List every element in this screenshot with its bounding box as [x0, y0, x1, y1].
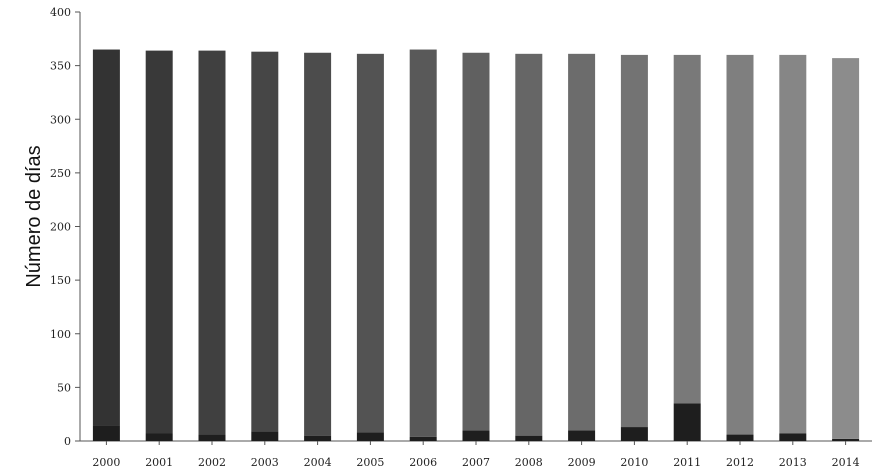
bar-bottom-segment	[726, 434, 754, 441]
x-tick-label: 2004	[304, 456, 332, 469]
bar-bottom-segment	[356, 432, 384, 441]
x-tick-label: 2005	[356, 456, 384, 469]
y-tick-label: 350	[50, 60, 71, 73]
x-tick-label: 2013	[779, 456, 807, 469]
bar-top-segment	[92, 49, 120, 426]
y-tick-label: 250	[50, 167, 71, 180]
x-tick-label: 2007	[462, 456, 490, 469]
x-tick-label: 2014	[832, 456, 860, 469]
bar-bottom-segment	[92, 425, 120, 441]
bar-bottom-segment	[462, 430, 490, 441]
bar-top-segment	[145, 50, 173, 434]
bar-bottom-segment	[304, 435, 332, 441]
y-axis-title: Número de días	[23, 145, 45, 287]
bar-top-segment	[515, 53, 543, 436]
bar-bottom-segment	[409, 436, 437, 441]
y-tick-label: 50	[57, 381, 71, 394]
bar-top-segment	[251, 51, 279, 432]
bar-bottom-segment	[515, 435, 543, 441]
bar-top-segment	[779, 54, 807, 434]
bar-bottom-segment	[568, 430, 596, 441]
x-tick-label: 2009	[568, 456, 596, 469]
bars	[92, 49, 860, 441]
x-tick-label: 2003	[251, 456, 279, 469]
bar-bottom-segment	[145, 433, 173, 441]
bar-bottom-segment	[620, 427, 648, 441]
y-tick-label: 100	[50, 328, 71, 341]
bar-top-segment	[304, 52, 332, 436]
x-tick-label: 2008	[515, 456, 543, 469]
bar-top-segment	[356, 53, 384, 433]
x-tick-label: 2012	[726, 456, 754, 469]
x-tick-label: 2000	[92, 456, 120, 469]
bar-bottom-segment	[251, 431, 279, 441]
y-tick-label: 400	[50, 6, 71, 19]
x-tick-label: 2011	[673, 456, 701, 469]
bar-top-segment	[620, 54, 648, 428]
bar-bottom-segment	[673, 403, 701, 441]
bar-top-segment	[726, 54, 754, 435]
x-tick-label: 2002	[198, 456, 226, 469]
bar-bottom-segment	[832, 438, 860, 441]
y-tick-label: 300	[50, 113, 71, 126]
tick-labels: 0 50 100 150 200 250 300 350 400 2000 2001 2002 2003…	[50, 6, 860, 469]
bar-bottom-segment	[779, 433, 807, 441]
bar-top-segment	[832, 58, 860, 439]
x-tick-label: 2001	[145, 456, 173, 469]
x-tick-label: 2006	[409, 456, 437, 469]
bar-top-segment	[409, 49, 437, 437]
bar-top-segment	[198, 50, 226, 435]
bar-top-segment	[462, 52, 490, 431]
bar-top-segment	[568, 53, 596, 431]
y-tick-label: 0	[64, 435, 71, 448]
y-tick-label: 200	[50, 221, 71, 234]
bar-bottom-segment	[198, 434, 226, 441]
y-tick-label: 150	[50, 274, 71, 287]
x-tick-label: 2010	[620, 456, 648, 469]
bar-top-segment	[673, 54, 701, 404]
